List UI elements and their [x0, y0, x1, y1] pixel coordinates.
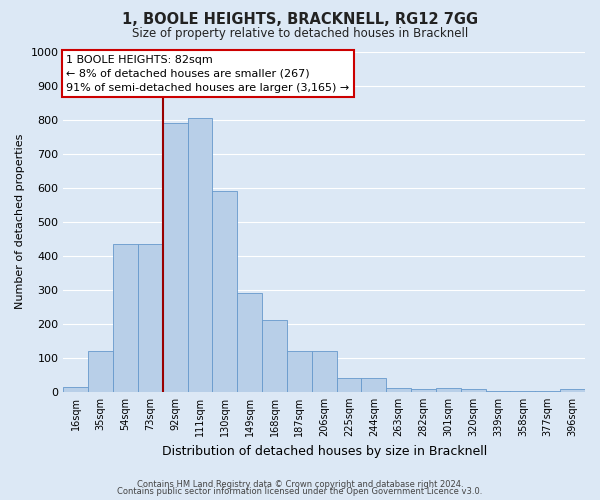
Bar [88, 351, 113, 392]
Bar [386, 388, 411, 392]
Bar [138, 244, 163, 392]
Bar [287, 351, 312, 392]
Bar [461, 390, 485, 392]
Bar [113, 244, 138, 392]
Text: 1 BOOLE HEIGHTS: 82sqm
← 8% of detached houses are smaller (267)
91% of semi-det: 1 BOOLE HEIGHTS: 82sqm ← 8% of detached … [66, 55, 349, 93]
X-axis label: Distribution of detached houses by size in Bracknell: Distribution of detached houses by size … [161, 444, 487, 458]
Bar [64, 386, 88, 392]
Bar [237, 293, 262, 392]
Y-axis label: Number of detached properties: Number of detached properties [15, 134, 25, 310]
Text: Size of property relative to detached houses in Bracknell: Size of property relative to detached ho… [132, 27, 468, 40]
Bar [535, 391, 560, 392]
Bar [361, 378, 386, 392]
Text: 1, BOOLE HEIGHTS, BRACKNELL, RG12 7GG: 1, BOOLE HEIGHTS, BRACKNELL, RG12 7GG [122, 12, 478, 28]
Bar [212, 191, 237, 392]
Bar [188, 118, 212, 392]
Bar [262, 320, 287, 392]
Bar [411, 390, 436, 392]
Bar [560, 389, 585, 392]
Text: Contains HM Land Registry data © Crown copyright and database right 2024.: Contains HM Land Registry data © Crown c… [137, 480, 463, 489]
Bar [312, 351, 337, 392]
Bar [485, 391, 511, 392]
Bar [337, 378, 361, 392]
Bar [511, 391, 535, 392]
Text: Contains public sector information licensed under the Open Government Licence v3: Contains public sector information licen… [118, 488, 482, 496]
Bar [436, 388, 461, 392]
Bar [163, 123, 188, 392]
